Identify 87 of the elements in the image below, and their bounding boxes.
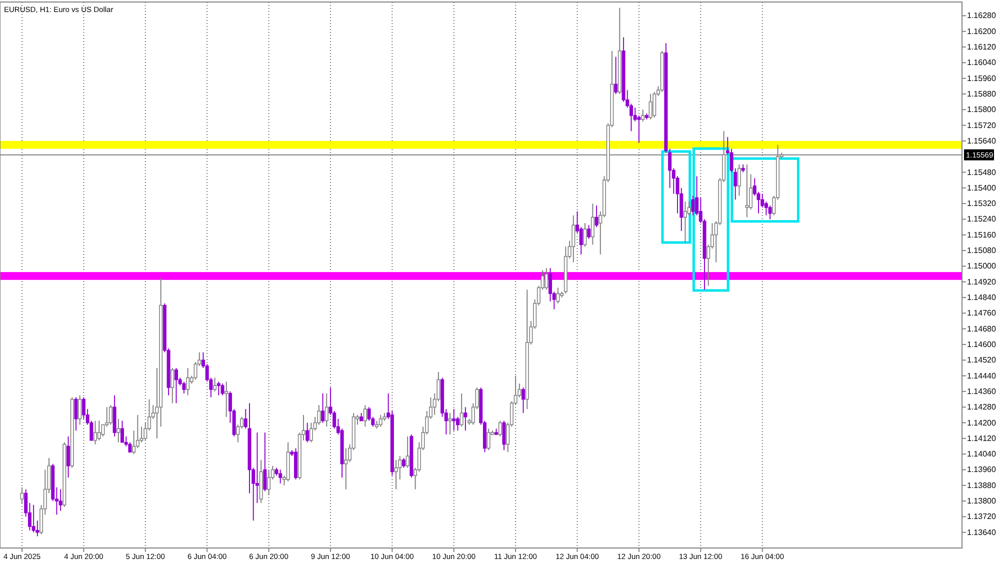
- candlestick: [464, 406, 468, 432]
- candlestick: [522, 387, 526, 414]
- y-tick-label: 1.15400: [967, 183, 996, 192]
- y-tick-label: 1.15080: [967, 246, 996, 256]
- candlestick: [108, 404, 112, 426]
- candlestick: [583, 222, 587, 248]
- candlestick: [448, 412, 452, 435]
- y-tick-label: 1.14760: [967, 308, 996, 318]
- y-tick-label: 1.14360: [967, 386, 996, 396]
- candlestick: [768, 205, 772, 220]
- y-tick-label: 1.14200: [967, 418, 996, 428]
- candlestick: [394, 459, 398, 490]
- candlestick: [502, 420, 506, 451]
- candlestick: [182, 381, 186, 394]
- candlestick: [321, 392, 325, 424]
- candlestick: [587, 224, 591, 240]
- candlestick: [486, 428, 490, 451]
- candlestick: [97, 420, 101, 441]
- candlestick: [641, 109, 645, 122]
- y-tick-label: 1.14840: [967, 293, 996, 302]
- y-tick-label: 1.15240: [967, 214, 996, 224]
- candlestick: [544, 268, 548, 290]
- candlestick: [216, 381, 220, 396]
- candlestick: [745, 164, 749, 218]
- candlestick: [737, 164, 741, 196]
- y-tick-label: 1.13960: [967, 465, 996, 474]
- y-tick-label: 1.13720: [967, 512, 996, 522]
- y-tick-label: 1.15960: [967, 74, 996, 83]
- candlestick: [594, 205, 598, 228]
- candlestick: [101, 424, 105, 437]
- y-tick-label: 1.14120: [967, 434, 996, 443]
- candlestick: [94, 420, 98, 445]
- candlestick: [572, 214, 576, 263]
- candlestick: [32, 504, 36, 533]
- candlestick: [116, 418, 120, 443]
- candlestick: [263, 432, 267, 492]
- candlestick: [460, 392, 464, 428]
- y-tick-label: 1.15000: [967, 262, 996, 271]
- candlestick: [220, 383, 224, 396]
- candlestick: [344, 448, 348, 490]
- y-tick-label: 1.14920: [967, 277, 996, 286]
- y-tick-label: 1.14440: [967, 371, 996, 380]
- candlestick: [498, 420, 502, 437]
- candlestick: [691, 195, 695, 216]
- y-tick-label: 1.14680: [967, 324, 996, 334]
- y-tick-label: 1.14600: [967, 340, 996, 349]
- y-tick-label: 1.15800: [967, 105, 996, 114]
- candlestick: [74, 396, 78, 432]
- y-tick-label: 1.13640: [967, 528, 996, 537]
- candlestick: [683, 201, 687, 244]
- candlestick: [452, 408, 456, 432]
- y-tick-label: 1.13880: [967, 480, 996, 490]
- y-tick-label: 1.16280: [967, 11, 996, 20]
- candlestick: [186, 367, 190, 396]
- candlestick: [213, 377, 217, 392]
- candlestick: [78, 394, 82, 426]
- candlestick: [278, 469, 282, 484]
- candlestick: [637, 115, 641, 144]
- candlestick: [402, 457, 406, 468]
- candlestick: [363, 404, 367, 428]
- candlestick: [170, 367, 174, 404]
- candlestick: [556, 287, 560, 304]
- candlestick: [58, 488, 62, 512]
- y-tick-label: 1.14040: [967, 450, 996, 459]
- candlestick: [224, 381, 228, 418]
- candlestick: [174, 367, 178, 404]
- candlestick: [66, 436, 70, 478]
- candlestick: [590, 203, 594, 246]
- y-tick-label: 1.14280: [967, 402, 996, 412]
- candlestick: [120, 420, 124, 443]
- candlestick: [687, 201, 691, 216]
- y-tick-label: 1.16120: [967, 42, 996, 52]
- y-tick-label: 1.16200: [967, 26, 996, 36]
- y-tick-label: 1.15480: [967, 168, 996, 177]
- y-tick-label: 1.15320: [967, 199, 996, 208]
- y-tick-label: 1.15720: [967, 120, 996, 130]
- y-tick-label: 1.15880: [967, 89, 996, 98]
- candlestick: [614, 56, 618, 94]
- y-tick-label: 1.15640: [967, 136, 996, 146]
- candlestick: [306, 422, 310, 443]
- y-tick-label: 1.13800: [967, 496, 996, 506]
- y-tick-label: 1.15160: [967, 230, 996, 240]
- y-tick-label: 1.14520: [967, 356, 996, 365]
- candlestick: [378, 414, 382, 428]
- candlestick: [648, 93, 652, 120]
- y-tick-label: 1.16040: [967, 58, 996, 68]
- candlestick: [406, 436, 410, 468]
